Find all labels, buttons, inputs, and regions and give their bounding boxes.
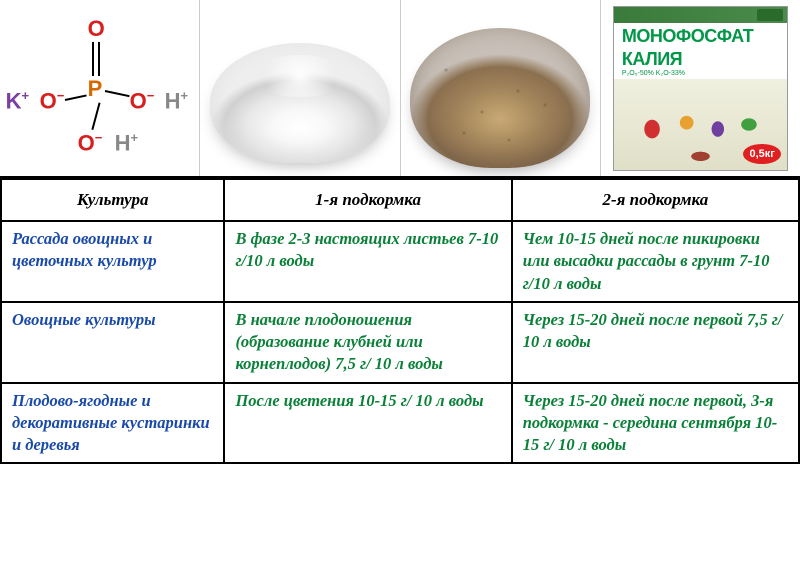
cell-feeding-1: В фазе 2-3 настоящих листьев 7-10 г/10 л… — [224, 221, 511, 302]
white-powder-image — [210, 43, 390, 163]
header-culture: Культура — [1, 179, 224, 221]
header-feeding-2: 2-я подкормка — [512, 179, 799, 221]
product-package: МОНОФОСФАТ КАЛИЯ P₂O₅-50% K₂O-33% 0,5кг — [613, 6, 788, 171]
bond — [104, 90, 129, 97]
bond — [91, 102, 100, 130]
bond — [64, 94, 86, 101]
atom-O-bottom: O− — [78, 130, 103, 156]
cell-culture: Плодово-ягодные и декоративные кустаринк… — [1, 383, 224, 464]
package-title-2: КАЛИЯ — [614, 46, 787, 70]
formula-cell: K+ O− P O O− H+ O− — [0, 0, 200, 176]
atom-H-bottom: H+ — [115, 130, 138, 156]
cell-feeding-1: В начале плодоношения (образование клубн… — [224, 302, 511, 383]
brand-logo — [757, 9, 783, 21]
header-feeding-1: 1-я подкормка — [224, 179, 511, 221]
chemical-formula: K+ O− P O O− H+ O− — [10, 8, 190, 168]
cell-culture: Овощные культуры — [1, 302, 224, 383]
atom-K: K+ — [6, 88, 29, 114]
atom-H-right: H+ — [165, 88, 188, 114]
atom-O-left: O− — [40, 88, 65, 114]
table-row: Овощные культуры В начале плодоношения (… — [1, 302, 799, 383]
table-row: Рассада овощных и цветочных культур В фа… — [1, 221, 799, 302]
header-images-row: K+ O− P O O− H+ O− — [0, 0, 800, 178]
package-title-1: МОНОФОСФАТ — [614, 23, 787, 47]
cell-culture: Рассада овощных и цветочных культур — [1, 221, 224, 302]
atom-P: P — [88, 76, 103, 102]
feeding-table: Культура 1-я подкормка 2-я подкормка Рас… — [0, 178, 800, 464]
package-weight-badge: 0,5кг — [743, 144, 780, 164]
cell-feeding-2: Через 15-20 дней после первой, 3-я подко… — [512, 383, 799, 464]
bond — [92, 42, 94, 76]
table-row: Плодово-ягодные и декоративные кустаринк… — [1, 383, 799, 464]
package-subtitle: P₂O₅-50% K₂O-33% — [614, 70, 787, 79]
brown-granules-cell — [401, 0, 601, 176]
cell-feeding-1: После цветения 10-15 г/ 10 л воды — [224, 383, 511, 464]
bond — [98, 42, 100, 76]
package-cell: МОНОФОСФАТ КАЛИЯ P₂O₅-50% K₂O-33% 0,5кг — [601, 0, 800, 176]
package-header-strip — [614, 7, 787, 23]
package-vegetables-image: 0,5кг — [614, 79, 787, 169]
atom-O-top: O — [88, 16, 105, 42]
brown-granules-image — [410, 28, 590, 168]
atom-O-right: O− — [130, 88, 155, 114]
cell-feeding-2: Чем 10-15 дней после пикировки или высад… — [512, 221, 799, 302]
white-powder-cell — [200, 0, 400, 176]
cell-feeding-2: Через 15-20 дней после первой 7,5 г/ 10 … — [512, 302, 799, 383]
table-header-row: Культура 1-я подкормка 2-я подкормка — [1, 179, 799, 221]
